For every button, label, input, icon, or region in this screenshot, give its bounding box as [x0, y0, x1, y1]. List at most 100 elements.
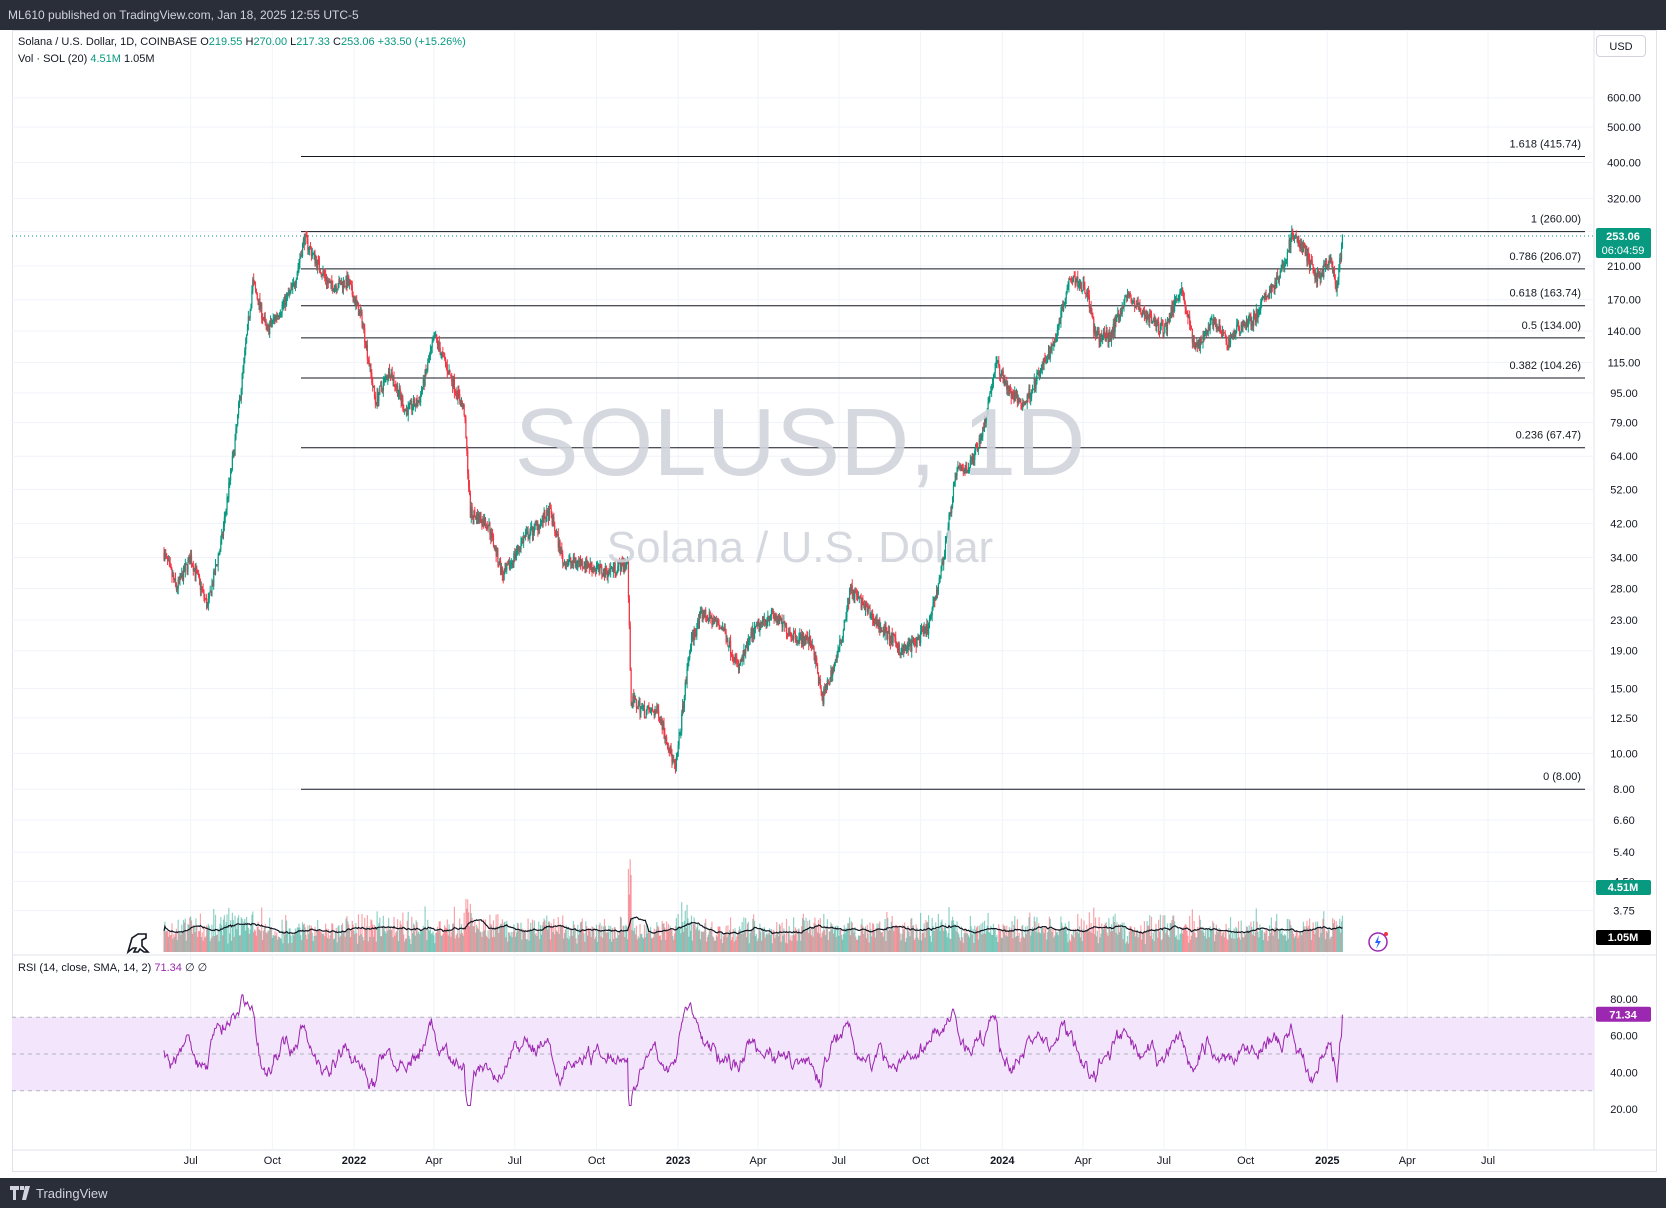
candle-body: [1067, 286, 1069, 289]
volume-bar: [1323, 911, 1325, 952]
candle-body: [876, 619, 878, 626]
volume-bar: [743, 917, 745, 952]
volume-bar: [672, 935, 674, 952]
candle-body: [1226, 341, 1228, 346]
candle-body: [309, 246, 311, 250]
candle-body: [206, 598, 208, 609]
candle-body: [285, 295, 287, 306]
dino-icon[interactable]: [126, 933, 150, 955]
candle-body: [354, 298, 356, 305]
volume-bar: [1329, 939, 1331, 952]
candle-body: [833, 662, 836, 670]
candle-body: [815, 657, 817, 664]
volume-bar: [1086, 924, 1088, 952]
candle-body: [232, 450, 234, 457]
candle-body: [658, 716, 661, 721]
candle-body: [214, 565, 217, 575]
candle-body: [976, 448, 979, 451]
volume-bar: [1098, 917, 1100, 952]
volume-bar: [1184, 924, 1186, 952]
volume-bar: [899, 933, 901, 952]
symbol-title[interactable]: Solana / U.S. Dollar, 1D, COINBASE: [18, 36, 198, 48]
volume-bar: [297, 927, 299, 952]
volume-bar: [1185, 924, 1187, 952]
volume-bar: [634, 934, 637, 952]
candle-body: [753, 628, 755, 639]
candle-body: [452, 381, 454, 388]
volume-bar: [510, 932, 512, 952]
candle-body: [1304, 246, 1306, 254]
volume-bar: [1221, 933, 1224, 952]
volume-bar: [928, 915, 930, 952]
candle-body: [778, 616, 781, 624]
candle-body: [574, 561, 576, 564]
candle-body: [539, 521, 542, 529]
volume-bar: [702, 932, 704, 952]
volume-bar: [531, 930, 533, 952]
volume-bar: [1153, 941, 1155, 952]
candle-body: [1327, 264, 1329, 266]
candle-body: [767, 615, 769, 622]
volume-bar: [1253, 921, 1255, 952]
candle-body: [1255, 309, 1257, 322]
candle-body: [854, 590, 856, 598]
candle-body: [935, 596, 937, 601]
volume-bar: [920, 913, 922, 952]
candle-body: [513, 553, 515, 564]
candle-body: [1062, 304, 1064, 311]
volume-bar: [191, 933, 194, 952]
volume-bar: [434, 943, 436, 952]
candle-body: [580, 559, 582, 565]
volume-bar: [678, 926, 680, 952]
volume-bar: [688, 936, 690, 952]
candle-body: [816, 665, 819, 673]
candle-body: [1183, 298, 1185, 303]
rsi-legend[interactable]: RSI (14, close, SMA, 14, 2) 71.34 ∅ ∅: [18, 961, 207, 974]
tradingview-logo-icon: [10, 1186, 30, 1200]
symbol-legend[interactable]: Solana / U.S. Dollar, 1D, COINBASE O219.…: [18, 36, 466, 48]
candle-body: [1045, 360, 1047, 363]
candle-body: [1294, 234, 1296, 238]
candle-body: [209, 591, 211, 593]
candle-body: [1197, 342, 1199, 347]
candle-body: [634, 698, 636, 703]
volume-bar: [1180, 933, 1182, 952]
volume-bar: [362, 936, 364, 952]
volume-bar: [1205, 938, 1208, 952]
candle-body: [1094, 327, 1096, 334]
candle-body: [1181, 287, 1183, 291]
currency-button[interactable]: USD: [1596, 35, 1646, 57]
volume-bar: [300, 935, 302, 952]
candle-body: [330, 280, 332, 283]
volume-bar: [1119, 924, 1122, 952]
volume-bar: [1113, 921, 1115, 952]
candle-body: [1206, 330, 1209, 334]
volume-bar: [501, 919, 503, 952]
candle-body: [1333, 268, 1336, 279]
volume-bar: [759, 923, 761, 952]
candle-body: [1072, 275, 1074, 282]
volume-bar: [708, 931, 710, 952]
volume-bar: [1007, 930, 1010, 952]
volume-bar: [788, 926, 790, 952]
candle-body: [1086, 293, 1088, 297]
volume-bar: [1242, 937, 1244, 952]
candle-body: [927, 624, 929, 635]
candle-body: [620, 559, 622, 572]
volume-bar: [1297, 938, 1299, 952]
candle-body: [869, 607, 871, 619]
candle-body: [1103, 332, 1106, 337]
candle-body: [968, 468, 971, 470]
candle-body: [424, 370, 426, 386]
volume-bar: [809, 928, 812, 952]
volume-bar: [866, 924, 868, 952]
candle-body: [797, 640, 799, 642]
candle-body: [1265, 294, 1267, 297]
volume-bar: [516, 922, 519, 952]
volume-legend[interactable]: Vol · SOL (20) 4.51M 1.05M: [18, 53, 155, 65]
candle-body: [690, 646, 692, 651]
volume-bar: [1042, 927, 1044, 952]
candle-body: [537, 523, 539, 531]
volume-bar: [1263, 932, 1265, 952]
